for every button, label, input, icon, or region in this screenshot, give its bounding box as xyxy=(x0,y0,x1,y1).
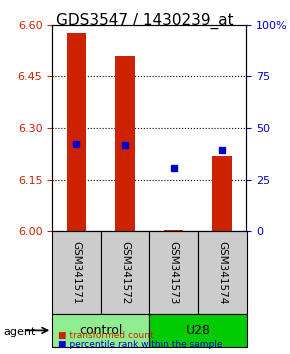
FancyBboxPatch shape xyxy=(101,231,149,314)
FancyBboxPatch shape xyxy=(149,314,246,347)
FancyBboxPatch shape xyxy=(149,231,198,314)
Text: GSM341572: GSM341572 xyxy=(120,241,130,304)
Bar xyxy=(115,56,135,231)
Text: GDS3547 / 1430239_at: GDS3547 / 1430239_at xyxy=(56,12,234,29)
Text: GSM341574: GSM341574 xyxy=(217,241,227,304)
Bar xyxy=(213,155,232,231)
Text: GSM341571: GSM341571 xyxy=(72,241,81,304)
Bar xyxy=(67,33,86,231)
Text: ■ percentile rank within the sample: ■ percentile rank within the sample xyxy=(58,340,222,349)
Bar xyxy=(164,229,183,231)
FancyBboxPatch shape xyxy=(52,231,101,314)
FancyBboxPatch shape xyxy=(52,314,149,347)
Text: U28: U28 xyxy=(185,324,211,337)
Text: ■ transformed count: ■ transformed count xyxy=(58,331,154,340)
Text: GSM341573: GSM341573 xyxy=(169,241,179,304)
Text: control: control xyxy=(79,324,122,337)
Text: agent: agent xyxy=(3,327,35,337)
FancyBboxPatch shape xyxy=(198,231,246,314)
